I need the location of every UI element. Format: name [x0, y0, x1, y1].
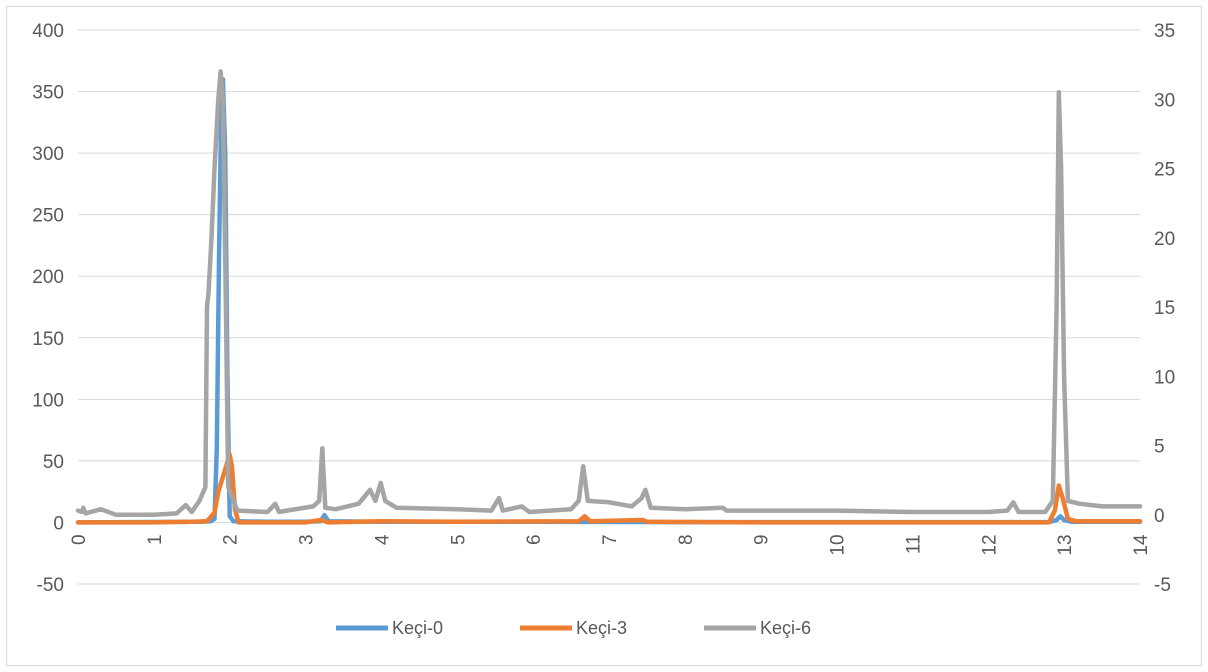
- left-axis-ticks: 400 350 300 250 200 150 100 50 0 -50: [32, 21, 64, 596]
- y-right-tick-label: 15: [1154, 298, 1175, 319]
- y-right-tick-label: 20: [1154, 229, 1175, 250]
- x-tick-label: 14: [1131, 534, 1152, 556]
- x-tick-label: 9: [752, 534, 773, 545]
- y-right-tick-label: -5: [1154, 575, 1171, 596]
- legend: Keçi-0 Keçi-3 Keçi-6: [336, 618, 811, 638]
- y-right-tick-label: 10: [1154, 367, 1175, 388]
- series-line-3: [75, 69, 1143, 518]
- x-tick-label: 2: [221, 534, 242, 545]
- y-right-tick-label: 35: [1154, 21, 1175, 42]
- y-left-tick-label: 300: [32, 144, 64, 165]
- legend-label: Keçi-3: [576, 618, 627, 638]
- right-axis-ticks: 35 30 25 20 15 10 5 0 -5: [1154, 21, 1175, 596]
- y-right-tick-label: 0: [1154, 506, 1165, 527]
- y-left-tick-label: -50: [37, 575, 64, 596]
- y-left-tick-label: 150: [32, 329, 64, 350]
- y-left-tick-label: 50: [43, 452, 64, 473]
- x-tick-label: 12: [979, 534, 1000, 555]
- series-line-2: [75, 452, 1143, 525]
- legend-label: Keçi-0: [392, 618, 443, 638]
- x-tick-label: 0: [69, 534, 90, 545]
- x-tick-label: 4: [372, 534, 393, 545]
- x-tick-label: 11: [903, 534, 924, 554]
- y-left-tick-label: 0: [53, 513, 64, 534]
- x-tick-label: 6: [524, 534, 545, 545]
- y-left-tick-label: 350: [32, 83, 64, 104]
- y-left-tick-label: 200: [32, 267, 64, 288]
- x-tick-label: 10: [828, 534, 849, 555]
- y-left-tick-label: 250: [32, 206, 64, 227]
- y-right-tick-label: 25: [1154, 160, 1175, 181]
- series-lines: [75, 69, 1143, 525]
- y-right-tick-label: 30: [1154, 90, 1175, 111]
- y-left-tick-label: 400: [32, 21, 64, 42]
- y-left-tick-label: 100: [32, 390, 64, 411]
- y-right-tick-label: 5: [1154, 437, 1165, 458]
- x-tick-label: 7: [600, 534, 621, 545]
- x-axis-ticks: 0 1 2 3 4 5 6 7 8 9 10 11 12 13 14: [69, 534, 1152, 556]
- x-tick-label: 5: [448, 534, 469, 545]
- x-tick-label: 8: [676, 534, 697, 545]
- x-tick-label: 1: [145, 534, 166, 545]
- x-tick-label: 13: [1055, 534, 1076, 555]
- x-tick-label: 3: [297, 534, 318, 545]
- legend-label: Keçi-6: [760, 618, 811, 638]
- series-line-1: [75, 76, 1143, 525]
